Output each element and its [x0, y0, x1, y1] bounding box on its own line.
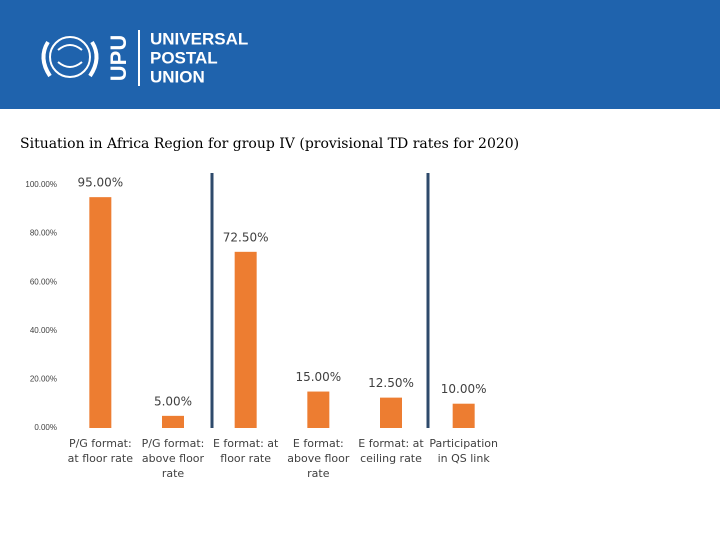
logo-name: UNIVERSAL	[150, 29, 248, 48]
x-tick-label: E format: at floor rate	[212, 437, 279, 465]
bar	[162, 415, 184, 428]
bar	[89, 197, 112, 428]
y-tick-label: 60.00%	[30, 277, 57, 286]
logo-name: UNION	[150, 67, 205, 86]
x-tick-label: E format: above floor rate	[287, 437, 350, 480]
bar	[307, 391, 330, 428]
chart-title: Situation in Africa Region for group IV …	[20, 136, 519, 152]
x-tick-label: P/G format: above floor rate	[141, 437, 205, 480]
logo-acronym: UPU	[106, 35, 131, 81]
x-tick-label: Participation in QS link	[429, 437, 498, 465]
header-band	[0, 0, 720, 109]
bar	[452, 403, 475, 428]
x-tick-label: E format: at ceiling rate	[358, 437, 424, 465]
y-tick-label: 100.00%	[25, 180, 57, 189]
value-label: 10.00%	[441, 382, 487, 396]
x-tick-label: P/G format: at floor rate	[67, 437, 133, 465]
value-label: 95.00%	[77, 176, 123, 190]
value-label: 72.50%	[223, 230, 269, 244]
y-tick-label: 20.00%	[30, 375, 57, 384]
y-tick-label: 40.00%	[30, 326, 57, 335]
logo-name: POSTAL	[150, 48, 218, 67]
y-tick-label: 80.00%	[30, 229, 57, 238]
logo-emblem	[41, 36, 99, 78]
value-label: 12.50%	[368, 376, 414, 390]
value-label: 15.00%	[295, 370, 341, 384]
value-label: 5.00%	[154, 394, 192, 408]
y-tick-label: 0.00%	[34, 423, 57, 432]
bar	[234, 251, 257, 428]
bar	[380, 397, 402, 428]
